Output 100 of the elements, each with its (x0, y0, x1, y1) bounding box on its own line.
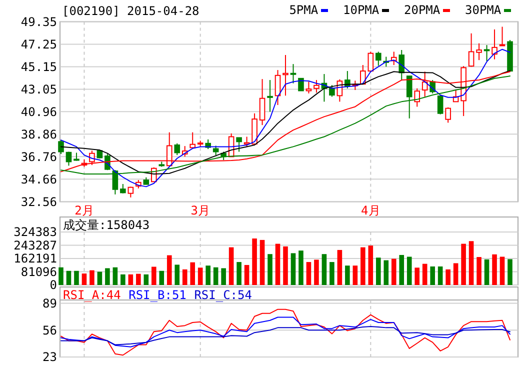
candlestick (306, 81, 312, 94)
bar (58, 267, 64, 285)
bar (453, 263, 458, 285)
bar (97, 272, 102, 285)
y-tick-label: 36.76 (20, 150, 57, 164)
bar (166, 255, 172, 285)
bar (352, 266, 358, 285)
bar (446, 269, 450, 285)
y-tick-label: 0 (50, 278, 57, 292)
bar (236, 262, 242, 285)
y-tick-label: 38.86 (20, 127, 57, 142)
bar (151, 266, 156, 285)
text: 成交量:158043 (63, 218, 150, 232)
y-tick-label: 47.25 (20, 37, 57, 52)
legend-label: 5PMA (289, 3, 319, 17)
y-tick-label: 49.35 (20, 14, 57, 29)
candlestick (290, 64, 296, 84)
bar (484, 259, 490, 285)
bar (174, 264, 180, 285)
line-series (60, 316, 510, 348)
bar (90, 270, 94, 285)
bar (461, 244, 466, 285)
bar (406, 256, 412, 285)
legend-label: 10PMA (343, 3, 380, 17)
bar (144, 274, 149, 285)
bar (430, 266, 435, 285)
bar (298, 250, 304, 285)
y-tick-label: 81096 (20, 264, 57, 279)
bar (244, 264, 250, 285)
y-tick-label: 45.15 (20, 60, 57, 74)
bar (268, 254, 272, 285)
text: RSI_A:44 (63, 288, 121, 302)
bar (260, 240, 265, 285)
y-tick-label: 243287 (14, 238, 57, 252)
candlestick (375, 51, 382, 66)
y-tick-label: 89 (42, 296, 57, 310)
bar (74, 270, 79, 285)
bar (322, 254, 327, 285)
bar (283, 246, 288, 285)
y-tick-label: 162191 (14, 252, 57, 266)
text: RSI_B:51 (128, 288, 186, 302)
bar (159, 270, 164, 285)
bar (330, 262, 334, 285)
line-series (60, 308, 510, 356)
bar (438, 266, 443, 285)
chart-title: [002190] 2015-04-28 (62, 4, 200, 18)
bar (384, 260, 389, 285)
bar (360, 247, 366, 285)
y-tick-label: 324383 (14, 225, 57, 240)
bar (198, 268, 203, 285)
bar (468, 241, 474, 285)
bar (206, 266, 210, 285)
candlestick (492, 28, 498, 60)
legend-label: 30PMA (465, 3, 502, 17)
line-series (60, 326, 510, 346)
bar (190, 262, 196, 285)
y-tick-label: 23 (42, 350, 57, 364)
candlestick (398, 50, 405, 81)
bar (391, 258, 396, 285)
bar (213, 267, 218, 285)
candlestick (274, 70, 281, 106)
x-tick-label: 3月 (190, 204, 210, 218)
y-tick-label: 34.66 (20, 172, 57, 186)
bar (221, 268, 226, 285)
text: RSI_C:54 (194, 288, 252, 302)
bar (275, 244, 280, 285)
bar (105, 268, 110, 285)
bar (422, 264, 428, 285)
bar (368, 246, 374, 285)
bar (290, 253, 296, 285)
x-tick-label: 4月 (361, 204, 380, 218)
bar (136, 274, 141, 285)
bar (376, 258, 381, 285)
bar (120, 274, 126, 285)
candlestick (267, 80, 273, 112)
y-tick-label: 40.96 (20, 104, 57, 119)
bar (492, 254, 497, 285)
bar (306, 262, 312, 285)
bar (128, 274, 134, 285)
bar (228, 247, 234, 285)
bar (252, 238, 257, 285)
bar (508, 259, 512, 285)
x-tick-label: 2月 (74, 204, 94, 218)
legend-label: 20PMA (404, 3, 441, 17)
bar (112, 267, 118, 285)
bar (82, 274, 87, 285)
bar (314, 260, 319, 285)
bar (66, 270, 72, 285)
y-tick-label: 43.05 (20, 82, 57, 96)
bar (345, 266, 350, 285)
y-tick-label: 56 (42, 323, 57, 338)
bar (182, 269, 188, 285)
bar (500, 256, 505, 285)
bar (337, 250, 342, 285)
bar (399, 254, 404, 285)
y-tick-label: 32.56 (20, 194, 57, 209)
candlestick (259, 78, 266, 126)
bar (414, 268, 420, 285)
bar (476, 257, 482, 285)
candlestick (282, 54, 288, 96)
